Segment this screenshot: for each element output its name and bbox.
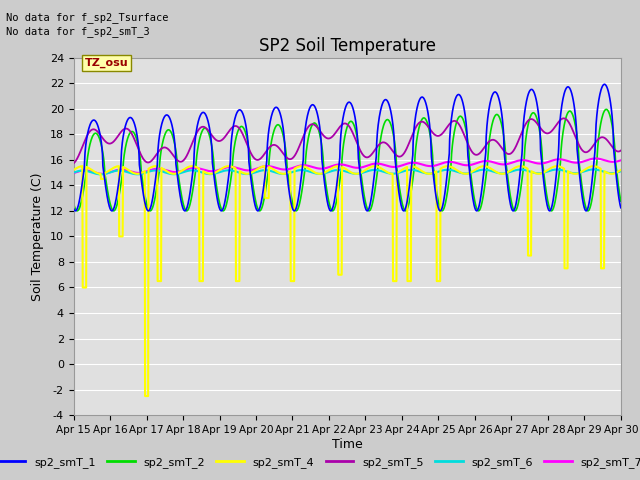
Text: TZ_osu: TZ_osu bbox=[84, 58, 128, 68]
Legend: sp2_smT_1, sp2_smT_2, sp2_smT_4, sp2_smT_5, sp2_smT_6, sp2_smT_7: sp2_smT_1, sp2_smT_2, sp2_smT_4, sp2_smT… bbox=[0, 452, 640, 472]
Text: No data for f_sp2_smT_3: No data for f_sp2_smT_3 bbox=[6, 26, 150, 37]
X-axis label: Time: Time bbox=[332, 438, 363, 451]
Text: No data for f_sp2_Tsurface: No data for f_sp2_Tsurface bbox=[6, 12, 169, 23]
Y-axis label: Soil Temperature (C): Soil Temperature (C) bbox=[31, 172, 44, 300]
Title: SP2 Soil Temperature: SP2 Soil Temperature bbox=[259, 36, 436, 55]
